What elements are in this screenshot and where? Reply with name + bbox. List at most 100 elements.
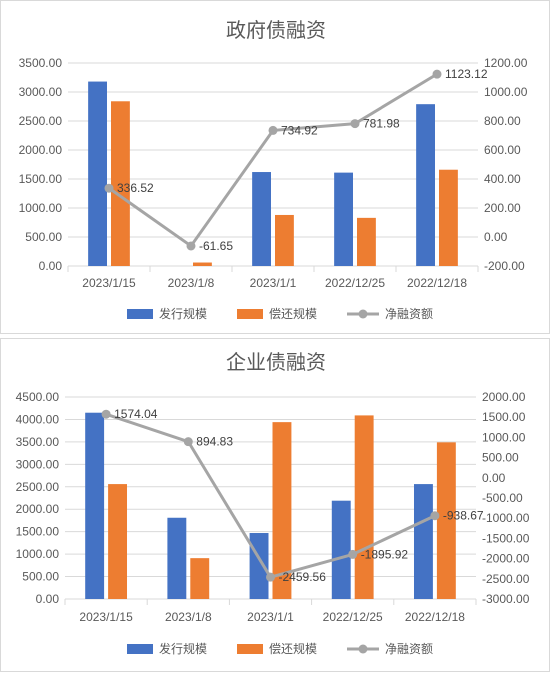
category-label: 2022/12/25 xyxy=(323,610,383,624)
left-axis-tick-label: 0.00 xyxy=(39,259,63,273)
issue-bar xyxy=(88,81,107,266)
repay-bar xyxy=(354,415,374,599)
right-axis-tick-label: 0.00 xyxy=(484,230,508,244)
left-axis-tick-label: 2500.00 xyxy=(16,480,60,494)
net-financing-data-label: 781.98 xyxy=(363,117,400,131)
issue-bar xyxy=(167,517,187,599)
legend-label-repay: 偿还规模 xyxy=(269,306,317,321)
left-axis-tick-label: 3500.00 xyxy=(19,56,63,70)
corporate-bond-chart: 企业债融资 0.00 500.00 1000.00 1500.00 2000.00 250… xyxy=(16,350,530,656)
chart-title: 政府债融资 xyxy=(226,18,326,42)
legend-label-net: 净融资额 xyxy=(385,642,433,656)
left-axis-tick-label: 1500.00 xyxy=(19,172,63,186)
repay-bar xyxy=(108,484,128,599)
category-label: 2023/1/1 xyxy=(247,610,294,624)
category-label: 2023/1/8 xyxy=(165,610,212,624)
right-axis-tick-label: -500.00 xyxy=(482,491,523,505)
category-label: 2023/1/8 xyxy=(168,276,215,290)
category-label: 2023/1/15 xyxy=(82,276,136,290)
net-financing-data-label: 894.83 xyxy=(196,435,233,449)
issue-bar xyxy=(334,172,353,266)
right-axis-tick-label: -200.00 xyxy=(484,259,525,273)
left-axis-tick-label: 500.00 xyxy=(22,570,59,584)
net-financing-point xyxy=(101,409,111,419)
left-axis-tick-label: 4000.00 xyxy=(16,412,60,426)
net-financing-point xyxy=(430,511,440,521)
corporate-bond-chart-panel: 企业债融资 0.00 500.00 1000.00 1500.00 2000.00 250… xyxy=(0,338,550,672)
issue-bar xyxy=(416,104,435,267)
left-axis-tick-label: 2000.00 xyxy=(16,502,60,516)
category-label: 2023/1/1 xyxy=(250,276,297,290)
right-axis-tick-label: 1500.00 xyxy=(482,410,526,424)
right-axis-tick-label: 0.00 xyxy=(482,471,506,485)
left-axis-tick-label: 3000.00 xyxy=(19,85,63,99)
right-axis-tick-label: -1000.00 xyxy=(482,511,530,525)
repay-bar xyxy=(275,214,294,266)
category-label: 2022/12/18 xyxy=(405,610,465,624)
legend-swatch-repay xyxy=(237,644,263,654)
net-financing-point xyxy=(348,549,358,559)
government-bond-chart: 政府债融资 0.00 500.00 1000.00 1500.00 2000.00 250… xyxy=(19,18,528,321)
legend-marker-net xyxy=(358,309,368,319)
left-axis-tick-label: 500.00 xyxy=(25,230,62,244)
net-financing-point xyxy=(268,125,278,135)
net-financing-point xyxy=(186,241,196,251)
left-axis-tick-label: 1000.00 xyxy=(16,547,60,561)
right-axis-tick-label: -1500.00 xyxy=(482,531,530,545)
legend-label-repay: 偿还规模 xyxy=(269,641,317,656)
net-financing-line xyxy=(108,72,438,248)
right-axis-tick-label: 500.00 xyxy=(482,451,519,465)
right-axis-tick-label: 2000.00 xyxy=(482,390,526,404)
left-axis-tick-label: 3000.00 xyxy=(16,457,60,471)
right-axis-tick-label: 1000.00 xyxy=(484,85,528,99)
category-label: 2023/1/15 xyxy=(79,610,133,624)
left-axis-tick-label: 3500.00 xyxy=(16,435,60,449)
repay-bar xyxy=(357,217,376,266)
repay-bar xyxy=(272,422,292,599)
repay-bar xyxy=(436,442,456,599)
chart-title: 企业债融资 xyxy=(226,350,326,374)
legend-swatch-issue xyxy=(127,644,153,654)
net-financing-data-label: 1123.12 xyxy=(445,67,488,81)
right-axis-tick-label: -3000.00 xyxy=(482,592,530,606)
issue-bar xyxy=(252,172,271,266)
net-financing-point xyxy=(432,69,442,79)
net-financing-point xyxy=(183,437,193,447)
legend-marker-net xyxy=(358,644,368,654)
net-financing-data-label: -2459.56 xyxy=(279,570,327,584)
right-axis-tick-label: 800.00 xyxy=(484,114,521,128)
right-axis-tick-label: -2500.00 xyxy=(482,572,530,586)
issue-bar xyxy=(85,412,105,599)
category-label: 2022/12/18 xyxy=(407,276,467,290)
net-financing-data-label: 734.92 xyxy=(281,123,318,137)
issue-bar xyxy=(413,484,433,599)
left-axis-tick-label: 0.00 xyxy=(36,592,60,606)
right-axis-tick-label: 1200.00 xyxy=(484,56,528,70)
right-axis-tick-label: 200.00 xyxy=(484,201,521,215)
legend-label-net: 净融资额 xyxy=(385,307,433,321)
net-financing-data-label: -938.67 xyxy=(443,509,484,523)
right-axis-tick-label: -2000.00 xyxy=(482,552,530,566)
net-financing-point xyxy=(104,183,114,193)
left-axis-tick-label: 4500.00 xyxy=(16,390,60,404)
right-axis-tick-label: 600.00 xyxy=(484,143,521,157)
left-axis-tick-label: 2000.00 xyxy=(19,143,63,157)
issue-bar xyxy=(331,500,351,599)
right-axis-tick-label: 1000.00 xyxy=(482,430,526,444)
legend-swatch-issue xyxy=(127,309,153,319)
net-financing-data-label: 1574.04 xyxy=(114,407,158,421)
issue-bar xyxy=(249,533,269,599)
net-financing-point xyxy=(350,119,360,129)
net-financing-data-label: 336.52 xyxy=(117,181,154,195)
net-financing-point xyxy=(266,572,275,582)
repay-bar xyxy=(190,558,210,599)
legend-label-issue: 发行规模 xyxy=(159,641,207,656)
category-label: 2022/12/25 xyxy=(325,276,385,290)
government-bond-chart-panel: 政府债融资 0.00 500.00 1000.00 1500.00 2000.00 250… xyxy=(0,0,550,334)
repay-bar xyxy=(193,262,212,266)
legend-swatch-repay xyxy=(237,309,263,319)
left-axis-tick-label: 1500.00 xyxy=(16,525,60,539)
left-axis-tick-label: 2500.00 xyxy=(19,114,63,128)
left-axis-tick-label: 1000.00 xyxy=(19,201,63,215)
repay-bar xyxy=(439,169,458,266)
